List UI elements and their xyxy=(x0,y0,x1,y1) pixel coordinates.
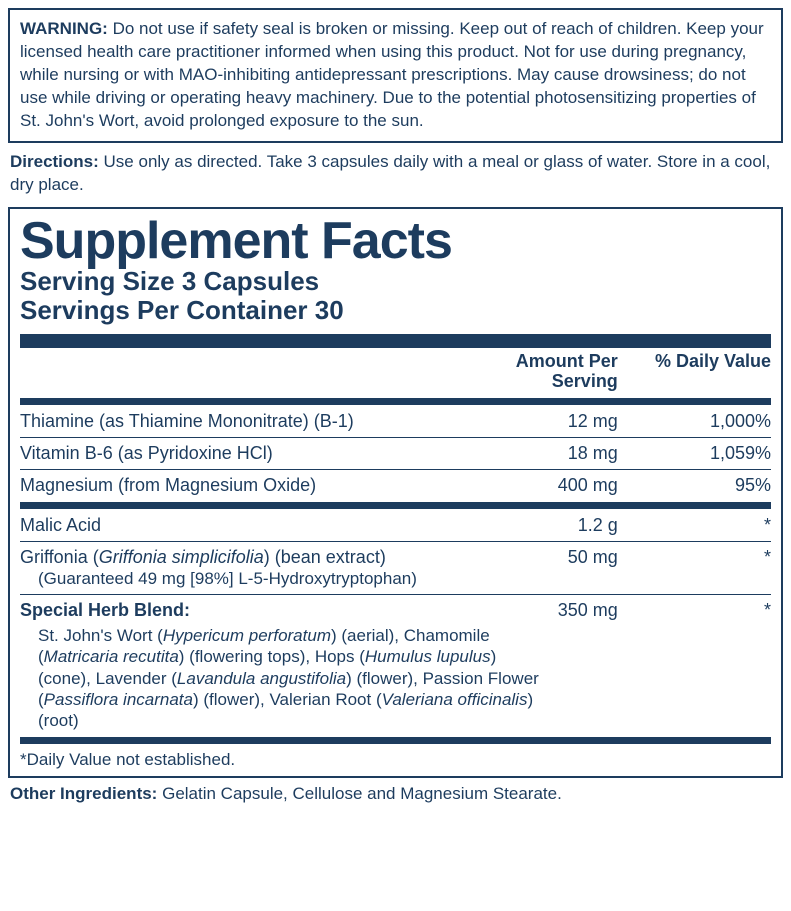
herb-title: Special Herb Blend: xyxy=(20,598,486,623)
med-rule xyxy=(20,398,771,405)
row-dv: 95% xyxy=(636,473,771,498)
row-amount: 12 mg xyxy=(486,409,636,434)
row-amount: 18 mg xyxy=(486,441,636,466)
thick-rule xyxy=(20,334,771,348)
header-dv: % Daily Value xyxy=(636,350,771,394)
row-dv: 1,059% xyxy=(636,441,771,466)
other-label: Other Ingredients: xyxy=(10,784,157,803)
table-row: Magnesium (from Magnesium Oxide) 400 mg … xyxy=(20,473,771,498)
serving-size: Serving Size 3 Capsules xyxy=(20,267,771,297)
other-text: Gelatin Capsule, Cellulose and Magnesium… xyxy=(162,784,562,803)
warning-label: WARNING: xyxy=(20,19,108,38)
directions-label: Directions: xyxy=(10,152,99,171)
table-row: Malic Acid 1.2 g * xyxy=(20,513,771,538)
facts-table: Amount Per Serving % Daily Value Thiamin… xyxy=(20,350,771,772)
thin-rule xyxy=(20,541,771,542)
griffonia-name: Griffonia (Griffonia simplicifolia) (bea… xyxy=(20,545,486,591)
row-name: Magnesium (from Magnesium Oxide) xyxy=(20,473,486,498)
directions-block: Directions: Use only as directed. Take 3… xyxy=(8,143,783,207)
row-dv: * xyxy=(636,513,771,538)
griffonia-sub: (Guaranteed 49 mg [98%] L-5-Hydroxytrypt… xyxy=(20,568,486,589)
row-name: Vitamin B-6 (as Pyridoxine HCl) xyxy=(20,441,486,466)
row-dv: * xyxy=(636,598,771,623)
facts-title: Supplement Facts xyxy=(20,215,771,267)
warning-box: WARNING: Do not use if safety seal is br… xyxy=(8,8,783,143)
table-row: Special Herb Blend: 350 mg * xyxy=(20,598,771,623)
row-amount: 50 mg xyxy=(486,545,636,591)
row-amount: 400 mg xyxy=(486,473,636,498)
header-amount: Amount Per Serving xyxy=(486,350,636,394)
med-rule xyxy=(20,502,771,509)
row-amount: 1.2 g xyxy=(486,513,636,538)
footnote: *Daily Value not established. xyxy=(20,748,771,772)
thin-rule xyxy=(20,469,771,470)
row-amount: 350 mg xyxy=(486,598,636,623)
row-name: Malic Acid xyxy=(20,513,486,538)
table-row: Thiamine (as Thiamine Mononitrate) (B-1)… xyxy=(20,409,771,434)
row-dv: 1,000% xyxy=(636,409,771,434)
supplement-facts-box: Supplement Facts Serving Size 3 Capsules… xyxy=(8,207,783,779)
table-row: Vitamin B-6 (as Pyridoxine HCl) 18 mg 1,… xyxy=(20,441,771,466)
row-name: Thiamine (as Thiamine Mononitrate) (B-1) xyxy=(20,409,486,434)
other-ingredients-block: Other Ingredients: Gelatin Capsule, Cell… xyxy=(8,778,783,810)
table-row: Griffonia (Griffonia simplicifolia) (bea… xyxy=(20,545,771,591)
thin-rule xyxy=(20,594,771,595)
thin-rule xyxy=(20,437,771,438)
warning-text: Do not use if safety seal is broken or m… xyxy=(20,19,764,130)
table-header-row: Amount Per Serving % Daily Value xyxy=(20,350,771,394)
directions-text: Use only as directed. Take 3 capsules da… xyxy=(10,152,770,194)
herb-detail: St. John's Wort (Hypericum perforatum) (… xyxy=(20,625,771,731)
row-dv: * xyxy=(636,545,771,591)
servings-per-container: Servings Per Container 30 xyxy=(20,296,771,326)
med-rule xyxy=(20,737,771,744)
herb-detail-row: St. John's Wort (Hypericum perforatum) (… xyxy=(20,623,771,733)
